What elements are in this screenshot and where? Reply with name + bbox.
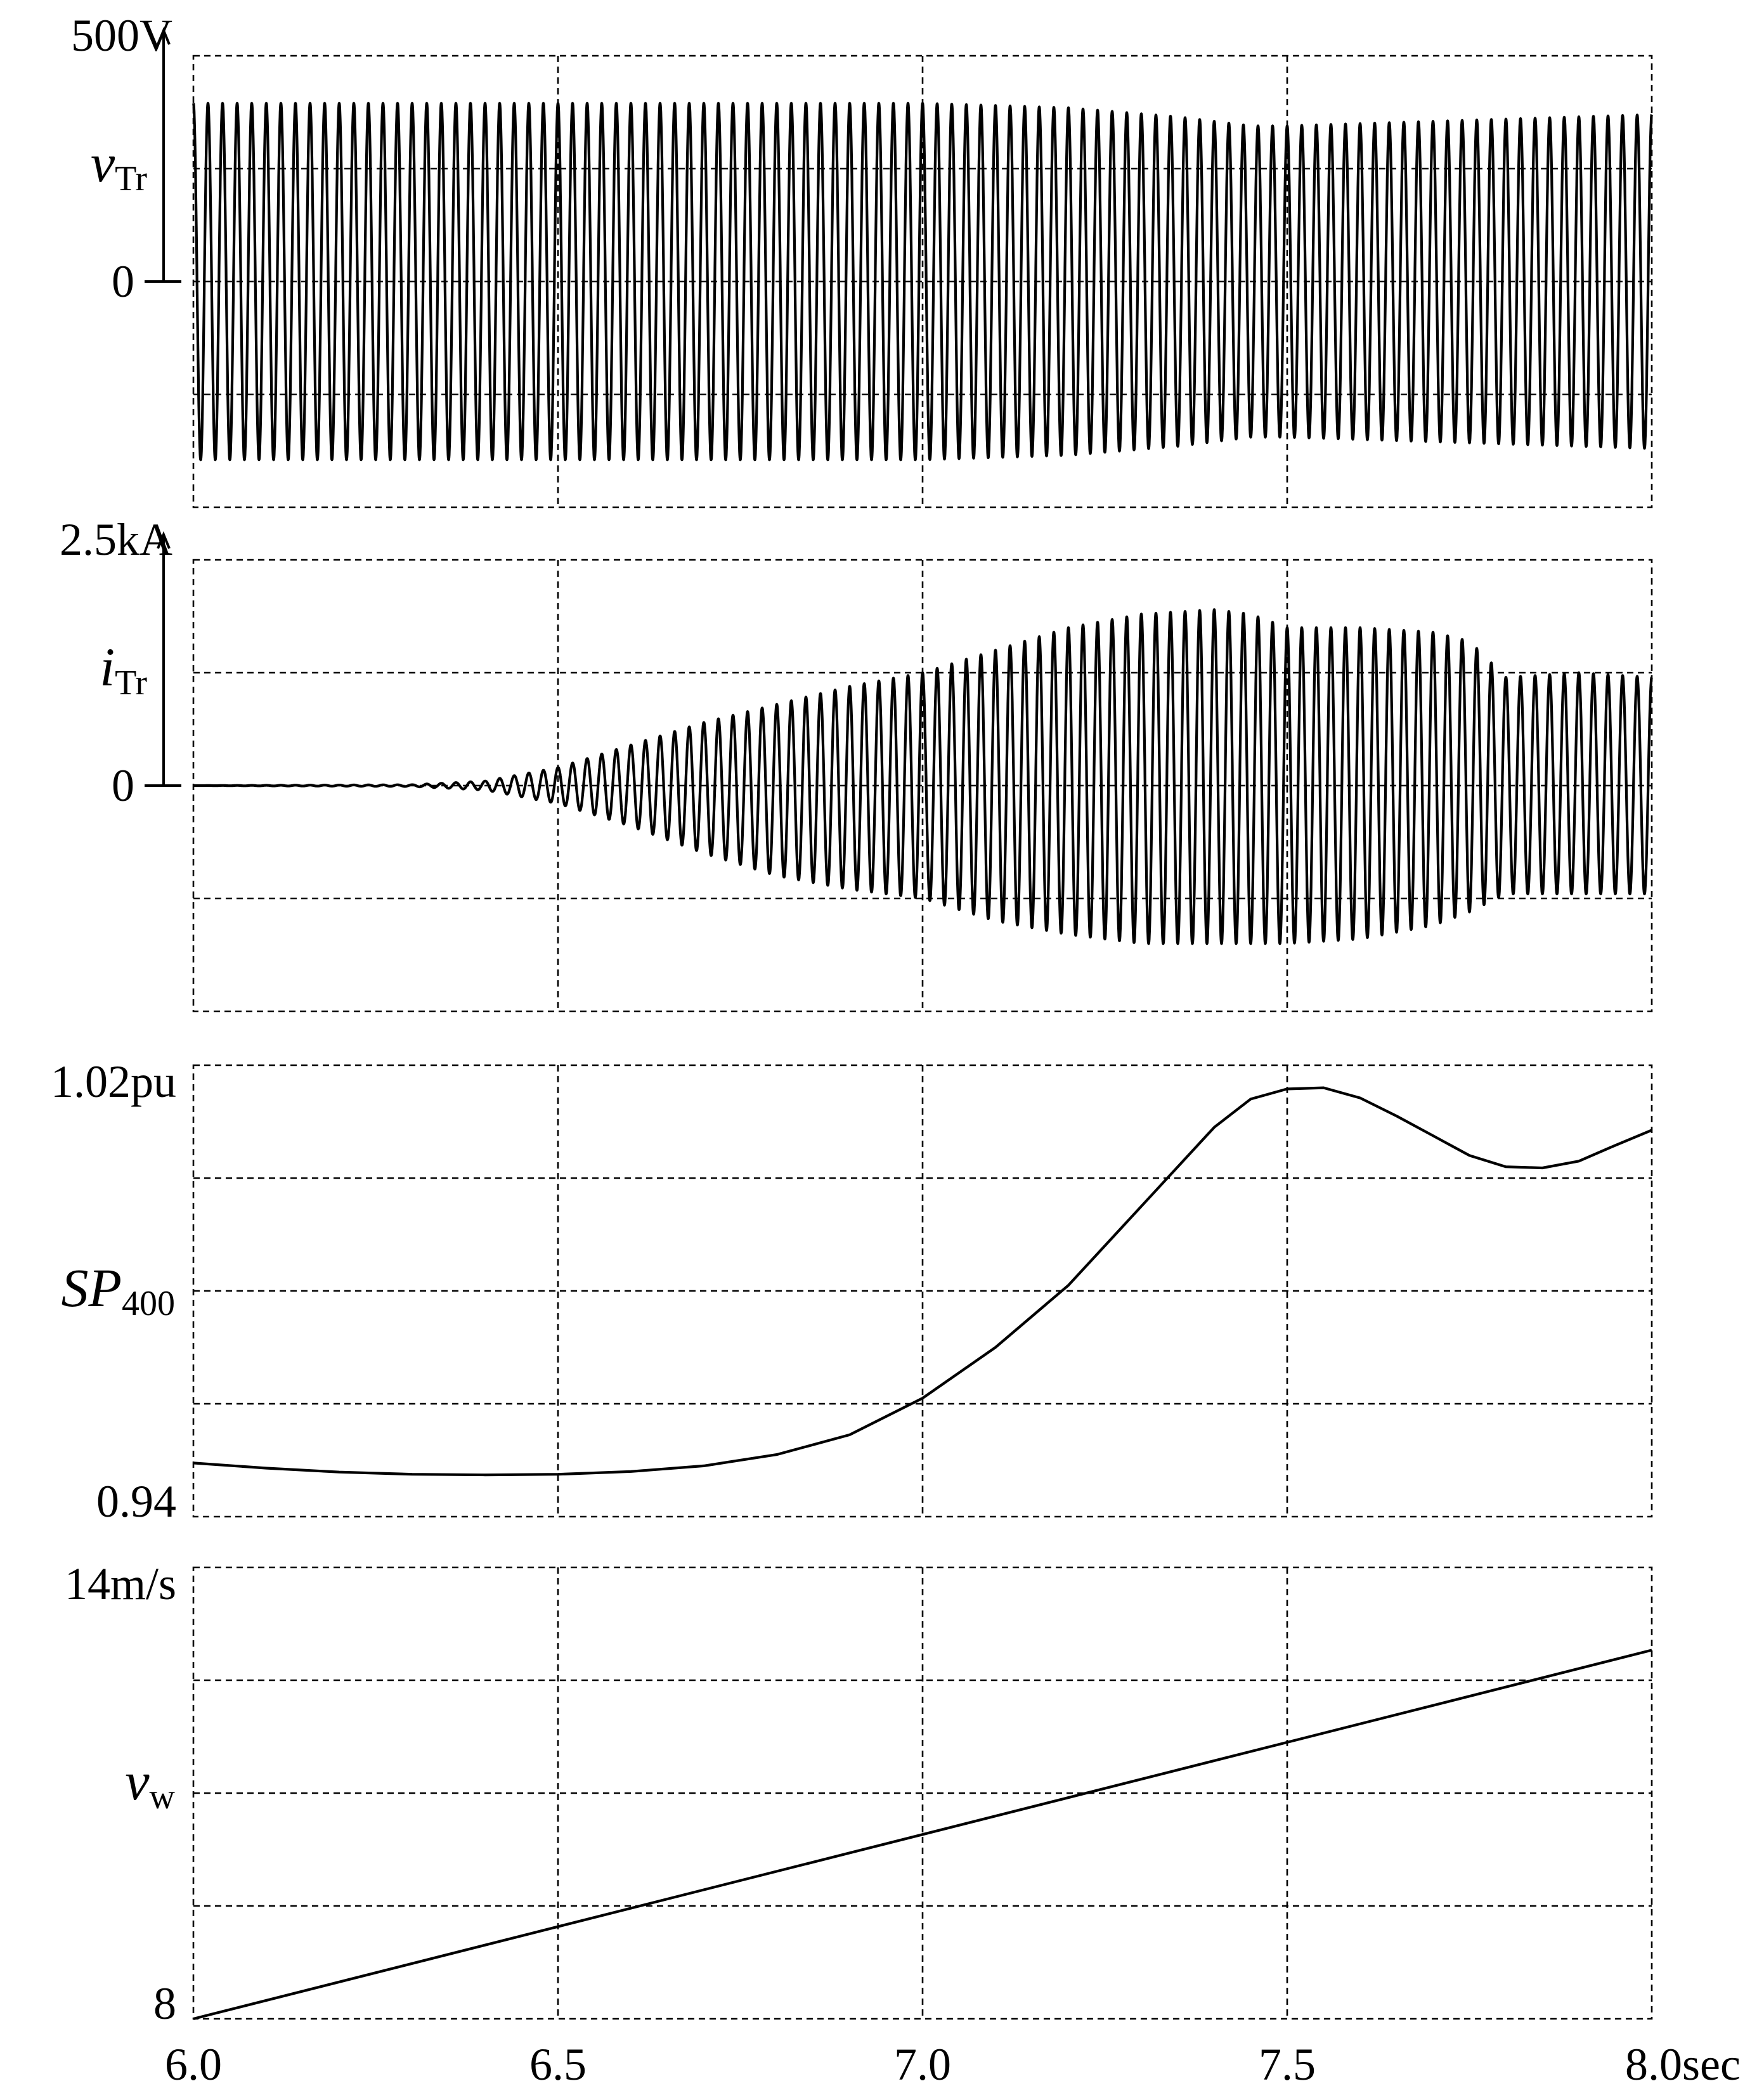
x-tick-label: 6.5 bbox=[529, 2039, 587, 2090]
symbol-main: v bbox=[125, 1751, 150, 1811]
panel-vtr: 500V 0 vTr bbox=[71, 10, 1653, 509]
x-tick-label: 7.5 bbox=[1259, 2039, 1316, 2090]
y-axis-symbol: vTr bbox=[91, 133, 147, 198]
symbol-main: SP bbox=[61, 1257, 122, 1318]
y-axis-arrow bbox=[145, 531, 181, 787]
y-bottom-label: 8 bbox=[153, 1978, 176, 2029]
x-axis-ticks: 6.0 6.5 7.0 7.5 8.0sec bbox=[165, 2039, 1741, 2090]
series-itr bbox=[192, 608, 1653, 945]
y-top-label: 2.5kA bbox=[60, 514, 172, 565]
panel-vw: 14m/s 8 vw bbox=[65, 1558, 1653, 2029]
symbol-subscript: Tr bbox=[115, 159, 147, 198]
symbol-subscript: Tr bbox=[115, 663, 147, 703]
series-vw bbox=[193, 1649, 1652, 2021]
y-top-label: 500V bbox=[71, 10, 172, 61]
y-axis-symbol: vw bbox=[125, 1751, 175, 1817]
y-bottom-label: 0.94 bbox=[96, 1476, 176, 1527]
y-top-label: 1.02pu bbox=[51, 1056, 176, 1107]
series-sp400 bbox=[193, 1086, 1652, 1477]
x-tick-label: 7.0 bbox=[894, 2039, 951, 2090]
panel-itr: 2.5kA 0 iTr bbox=[60, 514, 1653, 1013]
x-tick-label: 6.0 bbox=[165, 2039, 222, 2090]
y-top-label: 14m/s bbox=[65, 1558, 176, 1609]
x-tick-label: 8.0sec bbox=[1625, 2039, 1741, 2090]
series-vtr bbox=[192, 101, 1653, 462]
y-axis-symbol: SP400 bbox=[61, 1257, 175, 1323]
symbol-subscript: 400 bbox=[122, 1284, 175, 1323]
panel-sp400: 1.02pu 0.94 SP400 bbox=[51, 1056, 1653, 1527]
symbol-main: i bbox=[100, 637, 115, 697]
y-axis-symbol: iTr bbox=[100, 637, 147, 703]
y-zero-label: 0 bbox=[112, 760, 134, 811]
y-axis-arrow bbox=[145, 27, 181, 283]
y-zero-label: 0 bbox=[112, 256, 134, 307]
symbol-subscript: w bbox=[150, 1777, 176, 1817]
symbol-main: v bbox=[91, 133, 115, 193]
